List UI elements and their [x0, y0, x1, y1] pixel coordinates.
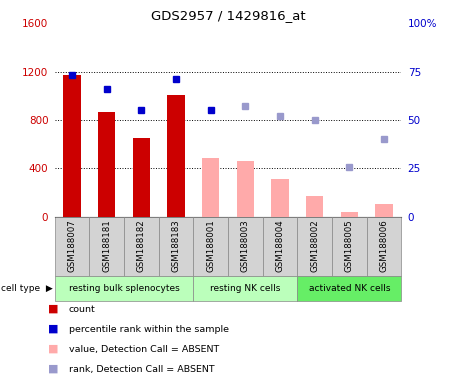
Bar	[55, 276, 193, 301]
Text: GSM188183: GSM188183	[171, 219, 180, 272]
Text: activated NK cells: activated NK cells	[309, 285, 390, 293]
Text: GSM188181: GSM188181	[102, 219, 111, 272]
Bar	[159, 217, 193, 276]
Text: resting NK cells: resting NK cells	[210, 285, 281, 293]
Text: ■: ■	[48, 324, 58, 334]
Text: GSM188182: GSM188182	[137, 219, 146, 272]
Bar	[306, 196, 323, 217]
Bar	[167, 94, 185, 217]
Text: GSM188002: GSM188002	[310, 219, 319, 272]
Bar	[297, 217, 332, 276]
Text: resting bulk splenocytes: resting bulk splenocytes	[68, 285, 180, 293]
Bar	[341, 212, 358, 217]
Text: cell type  ▶: cell type ▶	[1, 285, 53, 293]
Bar	[297, 276, 401, 301]
Bar	[193, 217, 228, 276]
Bar	[89, 217, 124, 276]
Bar	[193, 276, 297, 301]
Bar	[124, 217, 159, 276]
Text: GSM188003: GSM188003	[241, 219, 250, 272]
Bar	[55, 217, 89, 276]
Text: rank, Detection Call = ABSENT: rank, Detection Call = ABSENT	[69, 364, 215, 374]
Text: GSM188004: GSM188004	[276, 219, 285, 272]
Bar	[228, 217, 263, 276]
Text: GSM188007: GSM188007	[67, 219, 76, 272]
Bar	[375, 204, 393, 217]
Text: ■: ■	[48, 304, 58, 314]
Bar	[367, 217, 401, 276]
Bar	[332, 217, 367, 276]
Bar	[237, 161, 254, 217]
Text: GSM188001: GSM188001	[206, 219, 215, 272]
Bar	[202, 157, 219, 217]
Text: GSM188005: GSM188005	[345, 219, 354, 272]
Title: GDS2957 / 1429816_at: GDS2957 / 1429816_at	[151, 9, 305, 22]
Text: count: count	[69, 305, 95, 314]
Text: percentile rank within the sample: percentile rank within the sample	[69, 324, 229, 334]
Bar	[98, 111, 115, 217]
Text: ■: ■	[48, 364, 58, 374]
Text: ■: ■	[48, 344, 58, 354]
Bar	[263, 217, 297, 276]
Text: value, Detection Call = ABSENT: value, Detection Call = ABSENT	[69, 344, 219, 354]
Text: GSM188006: GSM188006	[380, 219, 389, 272]
Bar	[133, 138, 150, 217]
Bar	[63, 75, 81, 217]
Bar	[271, 179, 289, 217]
